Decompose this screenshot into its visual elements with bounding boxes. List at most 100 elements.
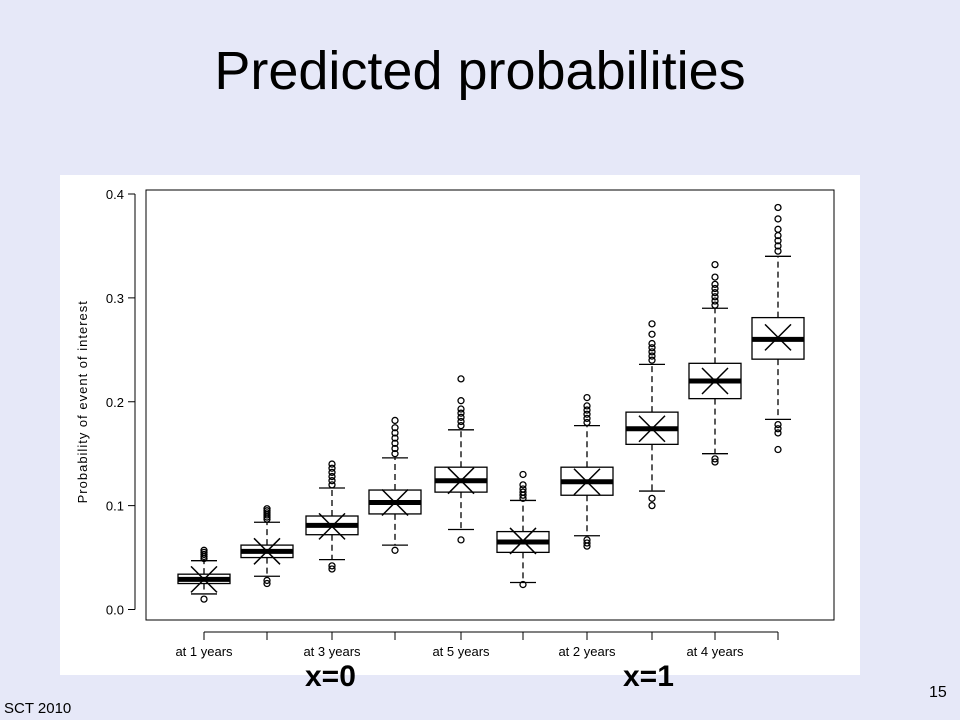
box-outlier bbox=[328, 460, 336, 468]
box-outlier bbox=[519, 488, 527, 496]
box-outlier bbox=[391, 424, 399, 432]
box-outlier bbox=[328, 481, 336, 489]
box-outlier bbox=[711, 455, 719, 463]
box-outlier bbox=[648, 320, 656, 328]
chart-area: 0.0 0.1 0.2 0.3 0.4 Probability of event of i… bbox=[60, 175, 860, 675]
group-label-x1: x=1 bbox=[623, 660, 674, 693]
box-outlier bbox=[391, 429, 399, 437]
box-outlier bbox=[200, 595, 208, 603]
box-outlier bbox=[583, 406, 591, 414]
box-outlier bbox=[519, 580, 527, 589]
box-outlier bbox=[328, 562, 336, 570]
box-outlier bbox=[711, 458, 719, 466]
box-outlier bbox=[774, 242, 782, 250]
footer-text: SCT 2010 bbox=[4, 700, 72, 717]
box-outlier bbox=[648, 356, 656, 364]
box-outlier bbox=[519, 470, 527, 479]
box-mean-marker bbox=[318, 512, 346, 540]
box-outlier bbox=[648, 348, 656, 356]
box-mean-marker bbox=[509, 527, 537, 555]
box-outlier bbox=[648, 330, 656, 338]
box-outlier bbox=[648, 339, 656, 348]
box-outlier bbox=[391, 434, 399, 442]
box-outlier bbox=[774, 237, 782, 245]
box-outlier bbox=[391, 439, 399, 447]
box-outlier bbox=[263, 505, 271, 513]
box-outlier bbox=[328, 565, 336, 573]
box-outlier bbox=[583, 539, 591, 547]
y-tick-label: 0.3 bbox=[106, 291, 124, 306]
y-tick-label: 0.1 bbox=[106, 499, 124, 514]
plot-frame bbox=[145, 189, 835, 621]
box-outlier bbox=[328, 464, 336, 472]
box-outlier bbox=[774, 420, 782, 429]
box-outlier bbox=[583, 410, 591, 418]
box-outlier bbox=[263, 579, 271, 588]
box-mean-marker bbox=[190, 565, 218, 593]
y-axis-title: Probability of event of interest bbox=[75, 300, 90, 503]
box-outlier bbox=[711, 293, 719, 301]
box-mean-marker bbox=[447, 467, 475, 495]
box-outlier bbox=[648, 494, 656, 503]
page-number: 15 bbox=[929, 684, 947, 701]
box-outlier bbox=[457, 375, 465, 383]
box-outlier bbox=[774, 429, 782, 437]
box-outlier bbox=[328, 472, 336, 481]
box-outlier bbox=[648, 501, 656, 510]
box-outlier bbox=[457, 409, 465, 417]
box-outlier bbox=[774, 445, 782, 454]
box-mean-marker bbox=[573, 468, 601, 496]
box-outlier bbox=[583, 402, 591, 410]
box-mean-marker bbox=[764, 323, 792, 351]
box-outlier bbox=[328, 477, 336, 485]
box-outlier bbox=[583, 418, 591, 427]
box-outlier bbox=[583, 414, 591, 423]
box-mean-marker bbox=[701, 367, 729, 395]
y-tick-label: 0.2 bbox=[106, 395, 124, 410]
box-outlier bbox=[200, 546, 208, 554]
box-outlier bbox=[711, 289, 719, 297]
x-tick-label: at 2 years bbox=[558, 644, 616, 659]
box-outlier bbox=[263, 576, 271, 585]
x-tick-label: at 3 years bbox=[303, 644, 361, 659]
box-outlier bbox=[583, 393, 591, 402]
box-mean-marker bbox=[253, 537, 281, 565]
box-plot-chart: 0.0 0.1 0.2 0.3 0.4 Probability of event of i… bbox=[75, 187, 835, 659]
x-tick-label: at 5 years bbox=[432, 644, 490, 659]
box-outlier bbox=[457, 397, 465, 405]
box-outlier bbox=[457, 417, 465, 426]
box-outlier bbox=[774, 215, 782, 223]
slide-title: Predicted probabilities bbox=[214, 41, 746, 101]
box-outlier bbox=[711, 273, 719, 281]
box-outlier bbox=[457, 421, 465, 430]
box-outlier bbox=[583, 536, 591, 544]
y-tick-label: 0.4 bbox=[106, 187, 124, 202]
box-outlier bbox=[328, 468, 336, 477]
box-outlier bbox=[391, 450, 399, 458]
y-tick-label: 0.0 bbox=[106, 603, 124, 618]
box-outlier bbox=[711, 260, 719, 269]
box-outlier bbox=[648, 344, 656, 352]
box-outlier bbox=[519, 485, 527, 493]
box-outlier bbox=[774, 425, 782, 433]
box-outlier bbox=[711, 284, 719, 293]
box-outlier bbox=[774, 225, 782, 233]
box-mean-marker bbox=[638, 415, 666, 443]
box-outlier bbox=[391, 416, 399, 425]
box-outlier bbox=[457, 413, 465, 421]
box-mean-marker bbox=[381, 488, 409, 517]
x-tick-label: at 4 years bbox=[686, 644, 744, 659]
x-tick-label: at 1 years bbox=[175, 644, 233, 659]
box-outlier bbox=[711, 301, 719, 309]
box-outlier bbox=[391, 444, 399, 453]
box-outlier bbox=[457, 405, 465, 413]
box-outlier bbox=[774, 203, 782, 212]
box-outlier bbox=[774, 247, 782, 255]
box-outlier bbox=[711, 297, 719, 305]
box-outlier bbox=[457, 536, 465, 544]
box-outlier bbox=[391, 546, 399, 554]
group-label-x0: x=0 bbox=[305, 660, 356, 693]
box-outlier bbox=[519, 481, 527, 489]
box-outlier bbox=[648, 352, 656, 360]
box-outlier bbox=[711, 280, 719, 289]
